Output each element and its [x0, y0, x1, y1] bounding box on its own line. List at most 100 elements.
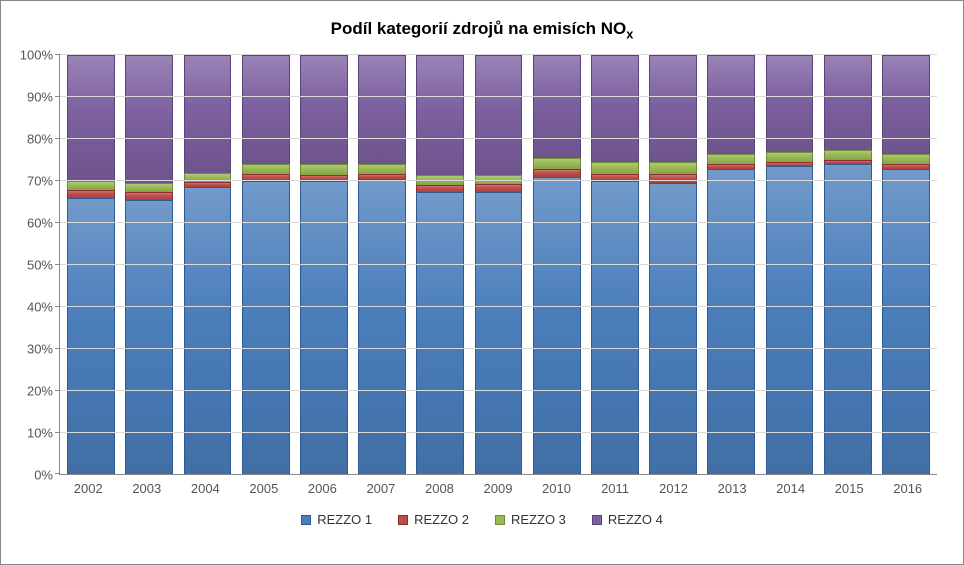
legend-item: REZZO 3: [495, 512, 566, 527]
bar-group: [760, 55, 818, 474]
bar: [475, 55, 523, 474]
bar-segment: [591, 55, 639, 162]
bar-segment: [184, 55, 232, 172]
chart-title-sub: x: [626, 26, 633, 41]
legend-swatch: [301, 515, 311, 525]
x-tick-label: 2016: [878, 481, 937, 496]
gridline: [60, 390, 937, 391]
bar-segment: [882, 169, 930, 475]
bar-segment: [242, 181, 290, 474]
bar-segment: [125, 55, 173, 183]
y-tick-label: 60%: [27, 216, 53, 231]
bar-segment: [242, 164, 290, 174]
bars-area: [60, 55, 937, 474]
bar-group: [120, 55, 178, 474]
gridline: [60, 264, 937, 265]
y-tick-mark: [55, 473, 60, 474]
x-tick-label: 2013: [703, 481, 762, 496]
gridline: [60, 180, 937, 181]
x-tick-label: 2002: [59, 481, 118, 496]
gridline: [60, 222, 937, 223]
x-tick-label: 2010: [527, 481, 586, 496]
bar-segment: [766, 166, 814, 474]
legend-item: REZZO 4: [592, 512, 663, 527]
y-tick-label: 10%: [27, 426, 53, 441]
bar-segment: [707, 154, 755, 164]
legend-label: REZZO 2: [414, 512, 469, 527]
bar-segment: [475, 184, 523, 192]
x-tick-label: 2009: [469, 481, 528, 496]
x-tick-label: 2008: [410, 481, 469, 496]
y-tick-mark: [55, 54, 60, 55]
y-tick-mark: [55, 264, 60, 265]
legend-label: REZZO 3: [511, 512, 566, 527]
y-tick-label: 20%: [27, 384, 53, 399]
bar-segment: [707, 169, 755, 475]
bar: [242, 55, 290, 474]
gridline: [60, 54, 937, 55]
legend-label: REZZO 4: [608, 512, 663, 527]
y-tick-label: 50%: [27, 258, 53, 273]
bar: [300, 55, 348, 474]
x-tick-label: 2015: [820, 481, 879, 496]
bar-group: [528, 55, 586, 474]
bar-segment: [824, 150, 872, 160]
x-tick-label: 2012: [644, 481, 703, 496]
legend-item: REZZO 2: [398, 512, 469, 527]
y-tick-label: 90%: [27, 90, 53, 105]
bar-group: [411, 55, 469, 474]
gridline: [60, 306, 937, 307]
y-tick-label: 100%: [20, 48, 53, 63]
bar-segment: [533, 158, 581, 169]
chart-title: Podíl kategorií zdrojů na emisích NOx: [9, 9, 955, 55]
bar-segment: [300, 181, 348, 474]
x-tick-label: 2011: [586, 481, 645, 496]
gridline: [60, 96, 937, 97]
bar-segment: [824, 55, 872, 149]
bar-segment: [125, 183, 173, 192]
bar-group: [586, 55, 644, 474]
y-tick-mark: [55, 138, 60, 139]
bar-segment: [358, 55, 406, 164]
bar-segment: [67, 181, 115, 190]
bar-segment: [649, 162, 697, 173]
bar-group: [62, 55, 120, 474]
gridline: [60, 348, 937, 349]
y-tick-label: 30%: [27, 342, 53, 357]
y-tick-mark: [55, 306, 60, 307]
bar: [882, 55, 930, 474]
bar: [591, 55, 639, 474]
y-tick-mark: [55, 348, 60, 349]
bar: [125, 55, 173, 474]
bar-segment: [824, 164, 872, 474]
bar-segment: [591, 162, 639, 173]
y-tick-label: 70%: [27, 174, 53, 189]
y-tick-label: 80%: [27, 132, 53, 147]
bar-segment: [533, 55, 581, 158]
y-tick-label: 40%: [27, 300, 53, 315]
legend-swatch: [398, 515, 408, 525]
bar: [649, 55, 697, 474]
bar-segment: [649, 55, 697, 162]
bar-segment: [125, 192, 173, 200]
legend-label: REZZO 1: [317, 512, 372, 527]
bar-segment: [125, 200, 173, 474]
bar-segment: [242, 55, 290, 164]
bar-segment: [67, 198, 115, 475]
bar: [824, 55, 872, 474]
y-tick-mark: [55, 390, 60, 391]
bar-group: [237, 55, 295, 474]
plot-area: [59, 55, 937, 475]
chart-title-text: Podíl kategorií zdrojů na emisích NO: [331, 19, 627, 38]
bar-segment: [533, 169, 581, 177]
plot-wrapper: 0%10%20%30%40%50%60%70%80%90%100%: [9, 55, 955, 475]
bar-group: [644, 55, 702, 474]
bar: [533, 55, 581, 474]
y-tick-mark: [55, 96, 60, 97]
bar-group: [702, 55, 760, 474]
bar-segment: [67, 190, 115, 198]
bar-segment: [475, 55, 523, 174]
legend-item: REZZO 1: [301, 512, 372, 527]
bar-segment: [649, 174, 697, 184]
x-axis-labels: 2002200320042005200620072008200920102011…: [59, 475, 937, 496]
